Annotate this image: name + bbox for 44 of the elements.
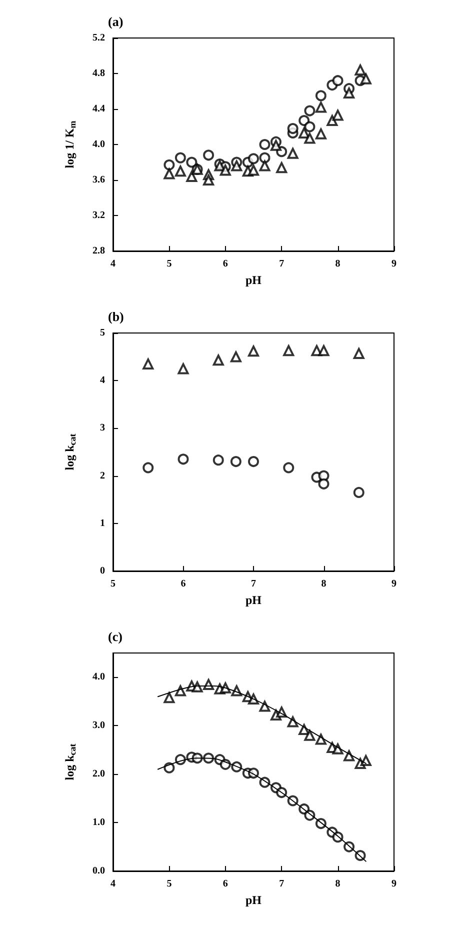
x-tick-label: 9 [392, 878, 396, 890]
x-tick-label: 7 [279, 878, 284, 890]
y-tick-label: 4.0 [92, 672, 105, 683]
y-tick-label: 3 [100, 422, 105, 434]
chart-title: (c) [108, 629, 122, 644]
x-tick-label: 8 [335, 258, 340, 270]
y-tick-label: 1 [100, 518, 105, 529]
y-axis-title: log kcat [62, 744, 78, 780]
x-tick-label: 6 [180, 578, 186, 590]
y-axis-title: log 1/ Km [62, 120, 78, 168]
x-tick-label: 5 [166, 258, 172, 270]
y-tick-label: 4.8 [92, 68, 105, 79]
x-tick-label: 4 [110, 258, 116, 270]
x-tick-label: 5 [166, 878, 172, 890]
x-tick-label: 9 [392, 578, 396, 590]
x-tick-label: 5 [110, 578, 116, 590]
x-axis-title: pH [245, 592, 262, 607]
x-tick-label: 6 [222, 258, 228, 270]
y-tick-label: 5.2 [92, 32, 105, 44]
x-tick-label: 7 [279, 258, 284, 270]
x-axis-title: pH [245, 272, 262, 287]
y-tick-label: 3.6 [92, 174, 105, 186]
y-axis-title: log kcat [62, 434, 78, 470]
y-tick-label: 3.0 [92, 720, 105, 732]
x-tick-label: 4 [110, 878, 116, 890]
y-tick-label: 4.4 [92, 104, 105, 114]
x-axis-title: pH [245, 892, 262, 907]
y-tick-label: 1.0 [92, 817, 105, 828]
x-tick-label: 6 [222, 878, 228, 890]
y-tick-label: 5 [100, 328, 105, 338]
y-tick-label: 3.2 [92, 210, 105, 221]
y-tick-label: 4.0 [92, 139, 105, 150]
chart-title: (b) [108, 309, 124, 324]
y-tick-label: 4 [100, 375, 105, 386]
x-tick-label: 8 [335, 878, 340, 890]
y-tick-label: 2 [100, 470, 105, 482]
y-tick-label: 0.0 [92, 866, 105, 876]
x-tick-label: 8 [321, 578, 326, 590]
y-tick-label: 2.8 [92, 246, 105, 256]
x-tick-label: 7 [251, 578, 256, 590]
chart-title: (a) [108, 14, 124, 29]
y-tick-label: 0 [100, 566, 105, 576]
y-tick-label: 2.0 [92, 768, 105, 780]
x-tick-label: 9 [392, 258, 396, 270]
